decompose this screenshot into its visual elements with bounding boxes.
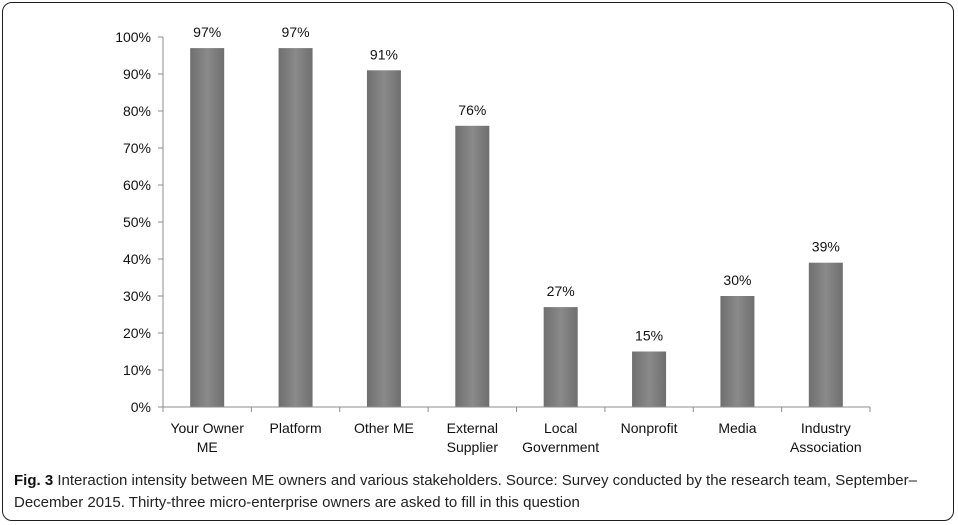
y-tick-label: 90% <box>123 66 151 82</box>
bar-data-label: 76% <box>458 102 486 118</box>
figure-caption-text: Interaction intensity between ME owners … <box>14 472 917 511</box>
bar-data-label: 30% <box>723 272 751 288</box>
y-axis-ticks: 0% 10% 20% 30% 40% 50% 60% 70% 80% 90% 100% <box>115 29 870 415</box>
x-tick-label: Nonprofit <box>621 420 678 436</box>
bar-data-label: 97% <box>282 24 310 40</box>
y-tick-label: 100% <box>115 29 151 45</box>
bar <box>367 70 401 407</box>
bar-data-label: 27% <box>547 283 575 299</box>
bar-data-label: 91% <box>370 46 398 62</box>
y-tick-label: 10% <box>123 362 151 378</box>
bar-chart: 0% 10% 20% 30% 40% 50% 60% 70% 80% 90% 100% 97% 97%… <box>0 0 958 470</box>
bar <box>544 307 578 407</box>
x-tick-label: Industry Association <box>790 420 862 455</box>
bar <box>720 296 754 407</box>
bar <box>809 263 843 407</box>
y-tick-label: 20% <box>123 325 151 341</box>
bar <box>455 126 489 407</box>
y-tick-label: 40% <box>123 251 151 267</box>
x-tick-label: Media <box>718 420 756 436</box>
bar-data-label: 97% <box>193 24 221 40</box>
y-tick-label: 50% <box>123 214 151 230</box>
y-tick-label: 30% <box>123 288 151 304</box>
bar <box>279 48 313 407</box>
bar <box>632 352 666 408</box>
y-tick-label: 0% <box>131 399 151 415</box>
figure-caption: Fig. 3 Interaction intensity between ME … <box>14 470 944 514</box>
y-tick-label: 70% <box>123 140 151 156</box>
x-tick-label: External Supplier <box>447 420 499 455</box>
y-tick-label: 60% <box>123 177 151 193</box>
bars <box>190 48 843 407</box>
x-tick-label: Other ME <box>354 420 414 436</box>
bar <box>190 48 224 407</box>
x-axis-labels: Your Owner ME Platform Other ME External Supp… <box>170 420 861 455</box>
figure-label: Fig. 3 <box>14 472 53 489</box>
x-tick-label: Local Government <box>522 420 599 455</box>
bar-data-label: 15% <box>635 328 663 344</box>
x-tick-label: Platform <box>270 420 322 436</box>
bar-data-label: 39% <box>812 239 840 255</box>
x-tick-label: Your Owner ME <box>170 420 244 455</box>
y-tick-label: 80% <box>123 103 151 119</box>
